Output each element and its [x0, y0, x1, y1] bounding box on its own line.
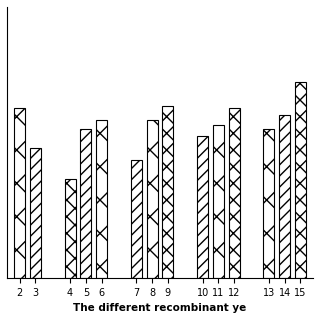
- Bar: [96, 120, 107, 278]
- Bar: [197, 136, 208, 278]
- Bar: [295, 82, 306, 278]
- Bar: [162, 106, 173, 278]
- Bar: [213, 125, 224, 278]
- Bar: [80, 129, 92, 278]
- Bar: [228, 108, 240, 278]
- Bar: [147, 120, 158, 278]
- Bar: [30, 148, 41, 278]
- X-axis label: The different recombinant ye: The different recombinant ye: [73, 303, 247, 313]
- Bar: [279, 115, 290, 278]
- Bar: [131, 160, 142, 278]
- Bar: [65, 179, 76, 278]
- Bar: [263, 129, 274, 278]
- Bar: [14, 108, 25, 278]
